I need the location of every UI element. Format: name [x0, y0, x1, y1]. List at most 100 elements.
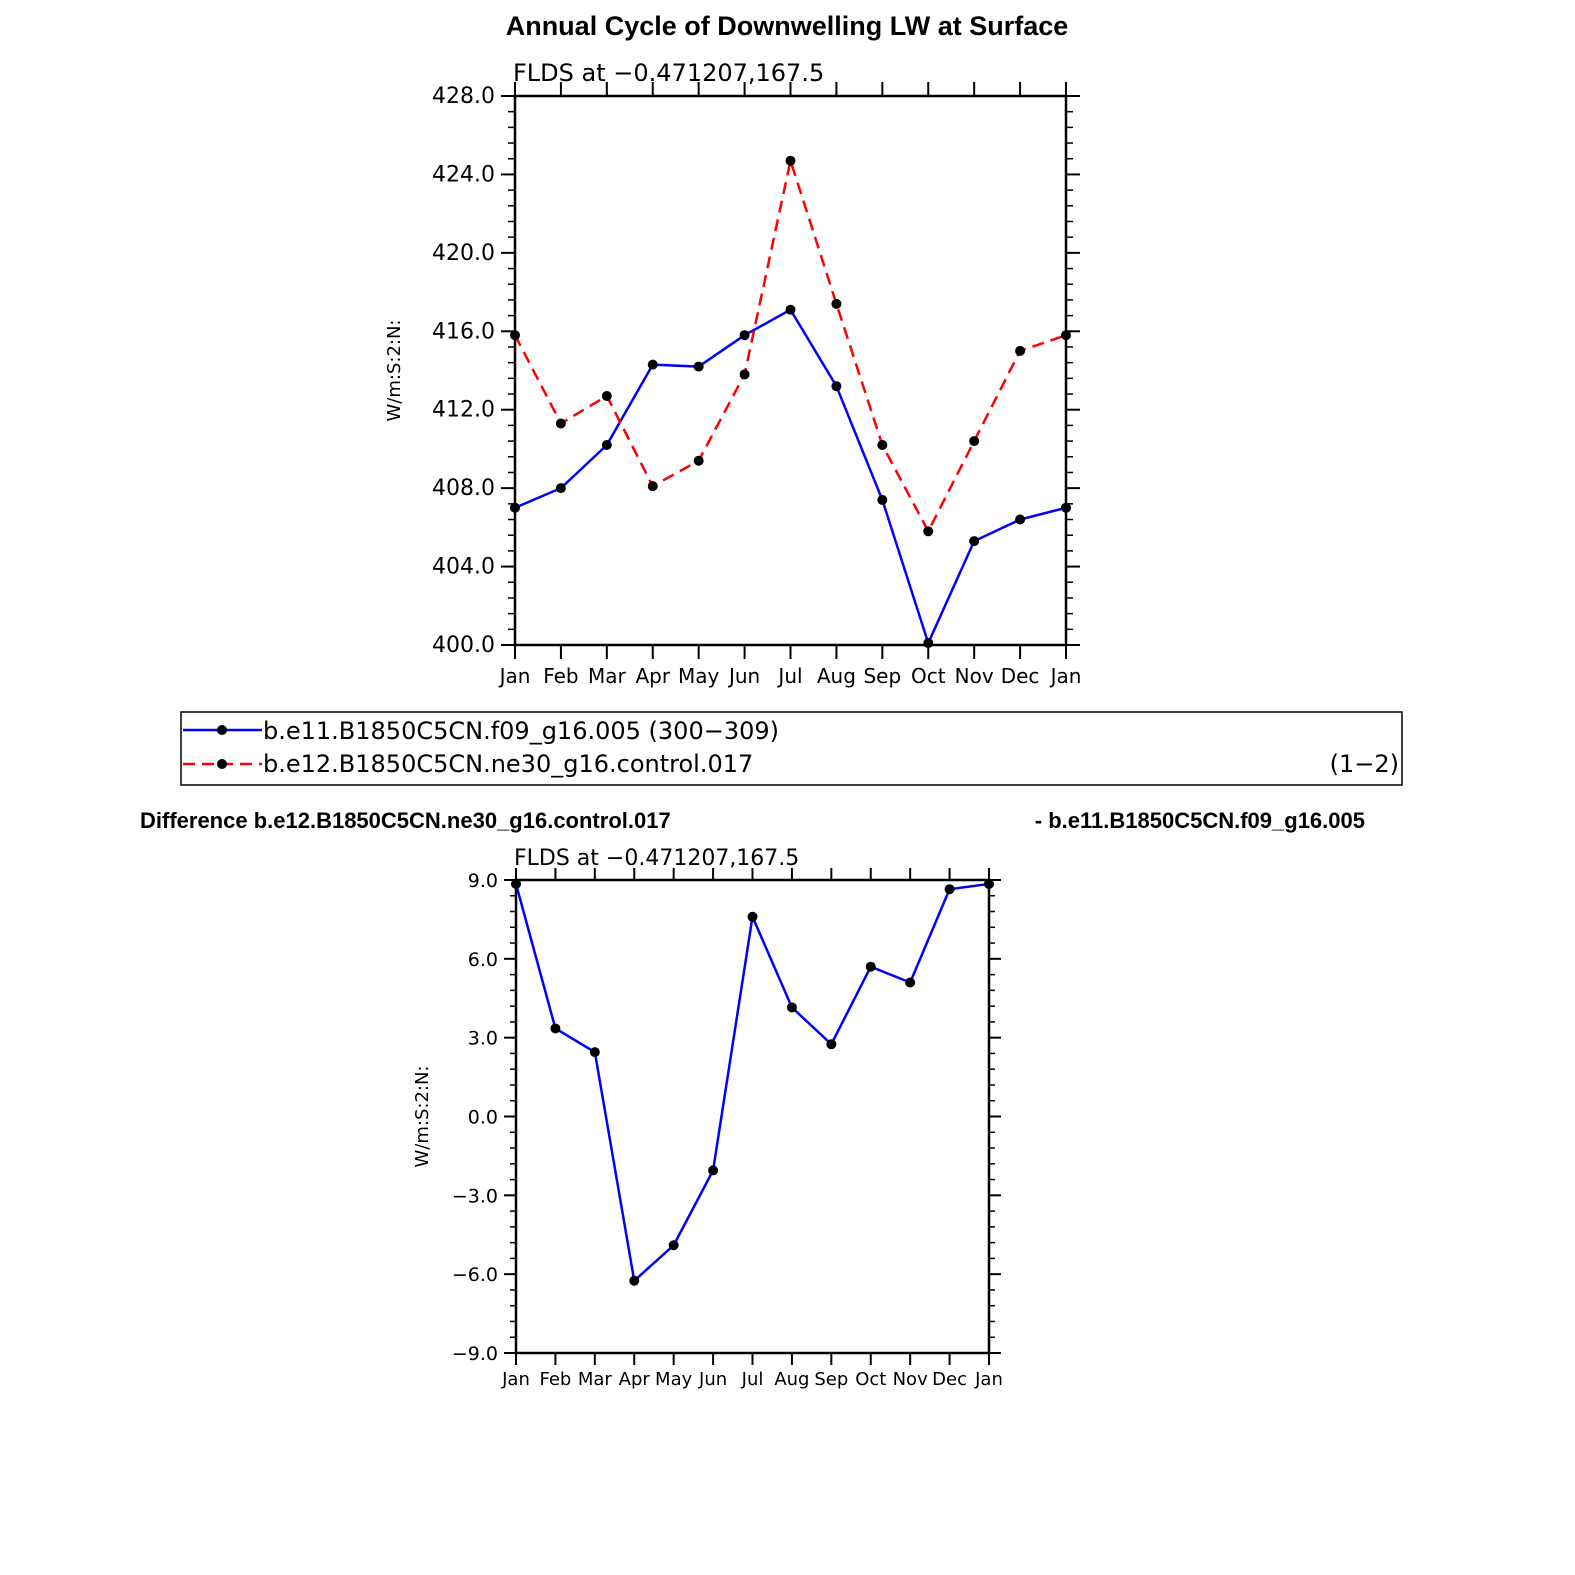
plot-frame: [514, 878, 991, 1355]
x-tick-label: Sep: [863, 664, 901, 688]
series-line-0-1: [513, 159, 1067, 533]
x-tick-label: Dec: [932, 1369, 967, 1390]
x-tick-label: Feb: [543, 664, 578, 688]
x-tick-label: Nov: [893, 1369, 928, 1390]
data-point-0-0-4: [693, 361, 704, 372]
data-point-0-1-11: [1015, 345, 1026, 356]
y-tick-label: −3.0: [452, 1185, 498, 1207]
x-tick-label: Apr: [619, 1369, 651, 1390]
y-tick-label: 424.0: [432, 162, 495, 187]
plot-frame: [513, 94, 1068, 647]
x-tick-label: Jun: [727, 664, 760, 688]
series-line-1-0: [514, 882, 990, 1282]
data-point-0-1-3: [647, 481, 658, 492]
data-point-0-1-2: [601, 390, 612, 401]
data-point-0-0-6: [785, 304, 796, 315]
x-tick-label: Mar: [588, 664, 627, 688]
data-point-1-0-0: [511, 878, 521, 889]
x-tick-label: Aug: [817, 664, 856, 688]
y-tick-label: 9.0: [468, 870, 498, 892]
difference-chart: FLDS at −0.471207,167.5 W/m:S:2:N: −9.0 −6.…: [412, 846, 1003, 1390]
y-tick-label: 3.0: [468, 1028, 498, 1050]
y-tick-label: 428.0: [432, 84, 495, 109]
data-point-0-1-5: [739, 369, 750, 380]
data-point-0-0-5: [739, 330, 750, 341]
data-point-1-0-7: [786, 1002, 797, 1013]
data-point-0-0-7: [831, 381, 842, 392]
difference-title-right: - b.e11.B1850C5CN.f09_g16.005: [1035, 808, 1365, 833]
series-line-0-0: [514, 308, 1067, 645]
x-tick-label: Jan: [498, 664, 531, 688]
data-point-1-0-6: [747, 911, 758, 922]
x-tick-label: Dec: [1001, 664, 1040, 688]
data-point-1-0-2: [589, 1047, 600, 1058]
x-tick-label: Aug: [774, 1369, 809, 1390]
y-axis-label: W/m:S:2:N:: [412, 1066, 433, 1168]
chart-subtitle: FLDS at −0.471207,167.5: [513, 59, 824, 87]
data-point-0-0-12: [1061, 502, 1071, 513]
legend: b.e11.B1850C5CN.f09_g16.005 (300−309) b.…: [180, 711, 1403, 786]
y-tick-label: −6.0: [452, 1264, 498, 1286]
figure-title: Annual Cycle of Downwelling LW at Surfac…: [506, 11, 1069, 41]
x-tick-label: Mar: [578, 1369, 613, 1390]
data-point-0-0-1: [555, 483, 566, 494]
y-axis-label: W/m:S:2:N:: [384, 320, 405, 422]
x-tick-label: May: [655, 1369, 693, 1390]
data-point-0-0-0: [510, 502, 520, 513]
y-tick-label: 400.0: [432, 633, 495, 658]
x-tick-label: Jan: [974, 1369, 1003, 1390]
data-point-1-0-10: [905, 977, 916, 988]
legend-box: [180, 711, 1403, 786]
x-tick-label: Jun: [698, 1369, 727, 1390]
y-tick-label: 408.0: [432, 476, 495, 501]
legend-marker-blue: [217, 725, 227, 735]
chart-subtitle: FLDS at −0.471207,167.5: [514, 846, 799, 871]
x-tick-label: Sep: [814, 1369, 848, 1390]
data-point-0-0-10: [969, 536, 980, 547]
y-tick-label: 404.0: [432, 555, 495, 580]
data-point-1-0-5: [708, 1165, 719, 1176]
difference-title-left: Difference b.e12.B1850C5CN.ne30_g16.cont…: [140, 808, 671, 833]
data-point-1-0-12: [984, 878, 994, 889]
legend-marker-red: [217, 759, 227, 769]
top-chart: FLDS at −0.471207,167.5 W/m:S:2:N: 400.0 40…: [384, 59, 1081, 688]
data-point-0-1-7: [831, 298, 842, 309]
data-point-0-1-0: [510, 330, 520, 341]
data-point-0-0-8: [877, 494, 888, 505]
data-point-0-1-6: [785, 155, 796, 166]
x-tick-label: May: [678, 664, 720, 688]
y-tick-label: 412.0: [432, 398, 495, 423]
x-tick-label: Jan: [1049, 664, 1082, 688]
x-tick-label: Jul: [741, 1369, 764, 1390]
data-point-0-1-10: [969, 436, 980, 447]
data-point-1-0-8: [826, 1039, 837, 1050]
data-point-0-1-8: [877, 440, 888, 451]
legend-label-blue: b.e11.B1850C5CN.f09_g16.005 (300−309): [263, 717, 779, 745]
data-point-0-1-9: [923, 526, 934, 537]
y-tick-label: 420.0: [432, 241, 495, 266]
x-tick-label: Nov: [955, 664, 994, 688]
data-point-1-0-3: [629, 1275, 640, 1286]
data-point-0-0-3: [647, 359, 658, 370]
x-tick-label: Oct: [855, 1369, 886, 1390]
data-point-1-0-9: [865, 961, 876, 972]
x-tick-label: Apr: [635, 664, 670, 688]
data-point-0-1-12: [1061, 330, 1071, 341]
data-point-0-0-11: [1015, 514, 1026, 525]
x-tick-label: Jan: [501, 1369, 530, 1390]
x-tick-label: Feb: [539, 1369, 571, 1390]
legend-label-red: b.e12.B1850C5CN.ne30_g16.control.017: [263, 750, 753, 778]
y-tick-label: 0.0: [468, 1107, 498, 1129]
data-point-1-0-11: [944, 884, 955, 895]
legend-range-note: (1−2): [1330, 750, 1399, 778]
y-tick-label: 416.0: [432, 319, 495, 344]
data-point-1-0-1: [550, 1023, 561, 1034]
y-tick-label: −9.0: [452, 1343, 498, 1365]
y-tick-label: 6.0: [468, 949, 498, 971]
data-point-1-0-4: [668, 1240, 679, 1251]
x-tick-label: Jul: [776, 664, 802, 688]
data-point-0-1-1: [555, 418, 566, 429]
data-point-0-0-2: [601, 440, 612, 451]
data-point-0-0-9: [923, 638, 934, 649]
